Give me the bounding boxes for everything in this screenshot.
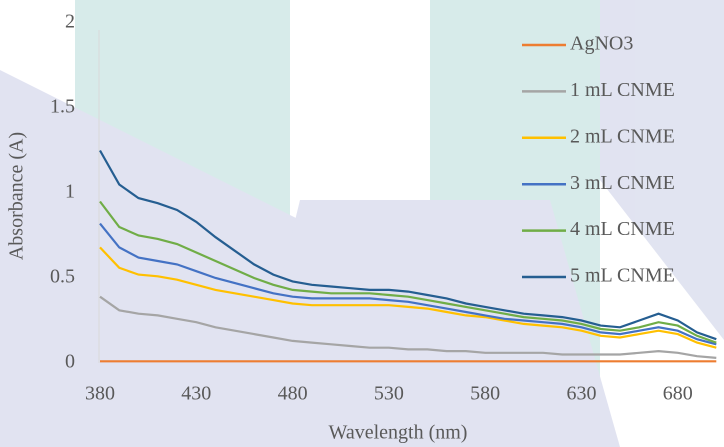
x-tick-label: 430 (181, 383, 211, 405)
x-tick-label: 580 (470, 383, 500, 405)
legend-label: 1 mL CNME (570, 79, 675, 101)
x-tick-label: 630 (566, 383, 596, 405)
y-tick-label: 1 (65, 181, 75, 203)
x-axis-label: Wavelength (nm) (329, 422, 468, 444)
legend-label: 3 mL CNME (570, 172, 675, 194)
x-tick-label: 380 (85, 383, 115, 405)
x-tick-label: 680 (663, 383, 693, 405)
y-tick-label: 0.5 (50, 266, 75, 288)
y-axis-label: Absorbance (A) (6, 132, 28, 260)
legend-label: 4 mL CNME (570, 218, 675, 240)
y-tick-label: 1.5 (50, 96, 75, 118)
legend-label: 5 mL CNME (570, 265, 675, 287)
x-tick-label: 480 (278, 383, 308, 405)
chart: Absorbance (A) Wavelength (nm) 0 0.5 1 1.5 2… (0, 0, 724, 447)
y-tick-label: 0 (65, 351, 75, 373)
legend-label: 2 mL CNME (570, 125, 675, 147)
legend-label: AgNO3 (570, 33, 633, 55)
x-tick-label: 530 (374, 383, 404, 405)
y-tick-label: 2 (65, 11, 75, 33)
